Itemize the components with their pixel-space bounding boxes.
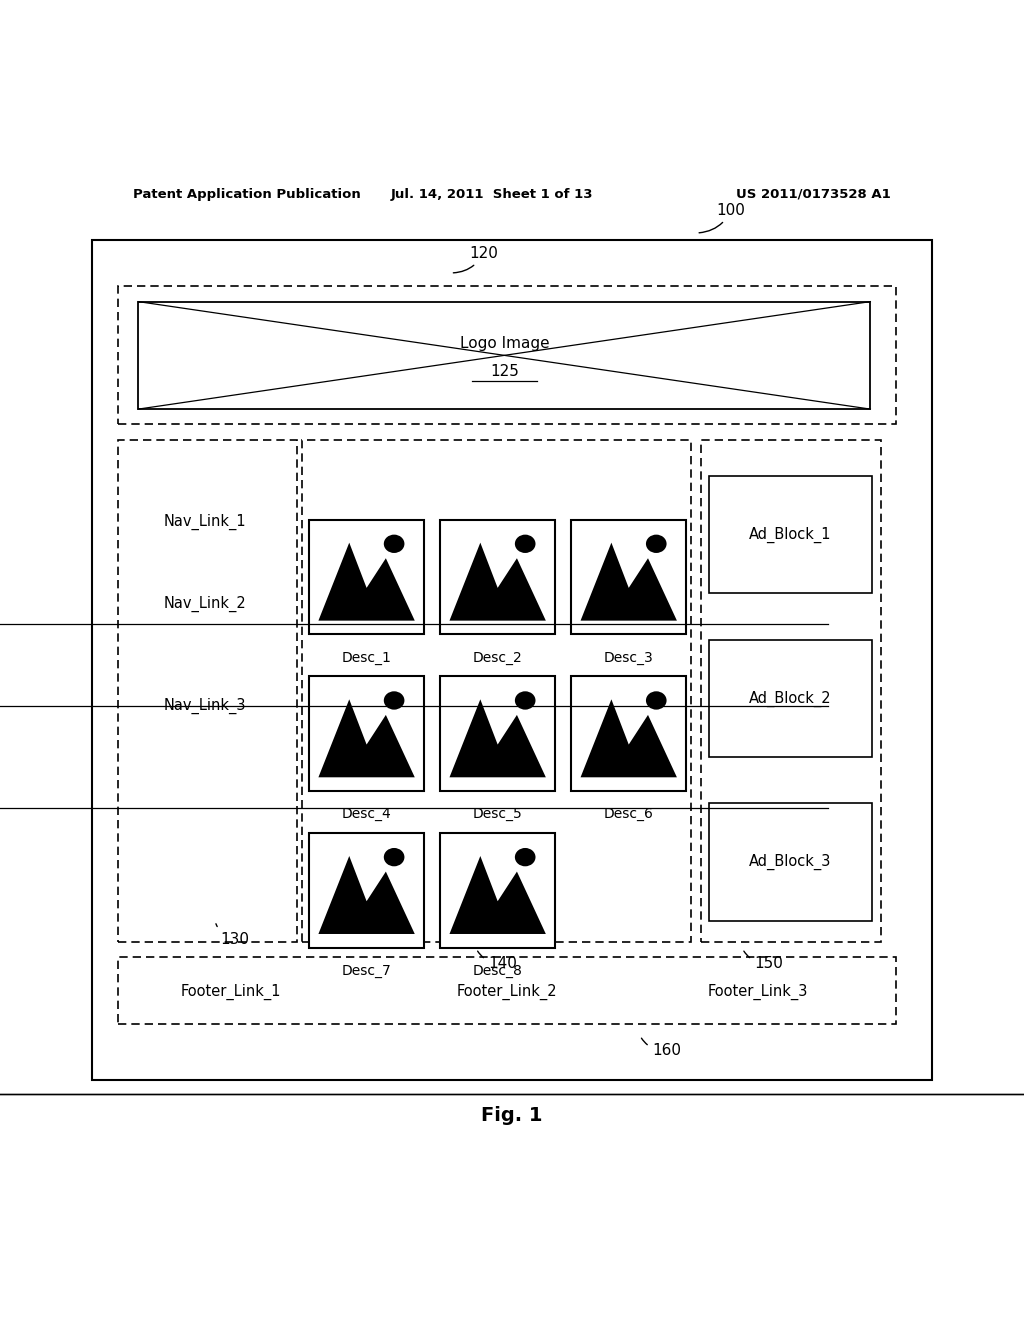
Polygon shape — [581, 543, 677, 620]
Text: Nav_Link_3: Nav_Link_3 — [164, 698, 246, 714]
Text: 120: 120 — [454, 246, 498, 273]
Ellipse shape — [384, 692, 404, 710]
Polygon shape — [450, 700, 546, 777]
Ellipse shape — [515, 535, 536, 553]
Text: 160: 160 — [641, 1038, 681, 1059]
Bar — [701, 440, 881, 941]
Text: Ad_Block_3: Ad_Block_3 — [750, 854, 831, 870]
Text: Desc_8: Desc_8 — [473, 964, 522, 978]
Text: 150: 150 — [743, 952, 783, 972]
Text: Fig. 1: Fig. 1 — [481, 1106, 543, 1125]
Bar — [309, 833, 424, 948]
Text: Ad_Block_1: Ad_Block_1 — [750, 527, 831, 543]
Text: Desc_2: Desc_2 — [473, 651, 522, 665]
Text: Footer_Link_3: Footer_Link_3 — [708, 983, 808, 999]
Bar — [309, 520, 424, 635]
Polygon shape — [318, 543, 415, 620]
Text: Footer_Link_2: Footer_Link_2 — [457, 983, 557, 999]
Text: Ad_Block_2: Ad_Block_2 — [750, 690, 831, 706]
Polygon shape — [318, 700, 415, 777]
Ellipse shape — [384, 535, 404, 553]
Bar — [118, 957, 896, 1023]
Text: Logo Image: Logo Image — [460, 335, 549, 351]
Bar — [571, 676, 686, 791]
Bar — [440, 676, 555, 791]
Text: Footer_Link_1: Footer_Link_1 — [180, 983, 281, 999]
Text: Desc_4: Desc_4 — [342, 808, 391, 821]
Bar — [709, 475, 872, 594]
Text: Desc_5: Desc_5 — [473, 808, 522, 821]
Text: Patent Application Publication: Patent Application Publication — [133, 187, 360, 201]
Polygon shape — [581, 700, 677, 777]
Ellipse shape — [515, 692, 536, 710]
Text: Desc_6: Desc_6 — [604, 808, 653, 821]
Text: Desc_7: Desc_7 — [342, 964, 391, 978]
Polygon shape — [450, 855, 546, 935]
Bar — [709, 804, 872, 921]
Bar — [92, 240, 932, 1080]
Bar — [118, 440, 297, 941]
Polygon shape — [318, 855, 415, 935]
Bar — [138, 301, 870, 409]
Ellipse shape — [646, 692, 667, 710]
Text: Desc_3: Desc_3 — [604, 651, 653, 665]
Ellipse shape — [646, 535, 667, 553]
Bar — [440, 520, 555, 635]
Ellipse shape — [384, 847, 404, 866]
Text: 130: 130 — [216, 924, 249, 946]
Bar — [709, 639, 872, 758]
Text: Jul. 14, 2011  Sheet 1 of 13: Jul. 14, 2011 Sheet 1 of 13 — [390, 187, 593, 201]
Bar — [118, 286, 896, 425]
Bar — [309, 676, 424, 791]
Text: 140: 140 — [477, 952, 517, 972]
Bar — [571, 520, 686, 635]
Text: US 2011/0173528 A1: US 2011/0173528 A1 — [736, 187, 891, 201]
Text: Desc_1: Desc_1 — [342, 651, 391, 665]
Bar — [440, 833, 555, 948]
Polygon shape — [450, 543, 546, 620]
Text: Nav_Link_1: Nav_Link_1 — [164, 513, 246, 529]
Bar — [302, 440, 691, 941]
Text: 100: 100 — [699, 203, 745, 232]
Ellipse shape — [515, 847, 536, 866]
Text: 125: 125 — [489, 364, 519, 379]
Text: Nav_Link_2: Nav_Link_2 — [164, 595, 246, 611]
